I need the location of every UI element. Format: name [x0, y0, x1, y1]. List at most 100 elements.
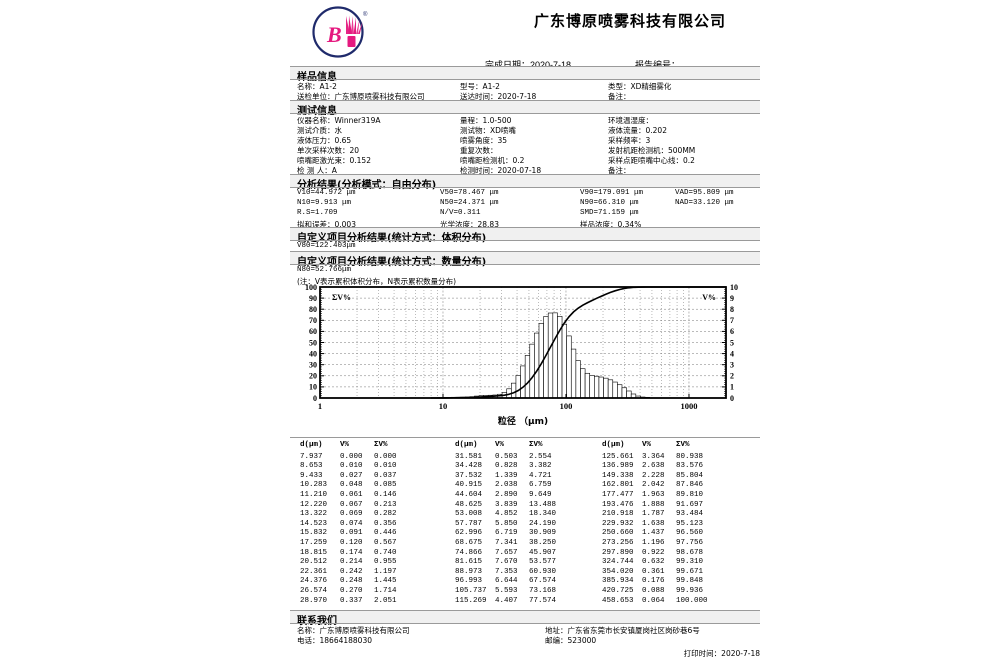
- table-row: 74.866 7.657 45.907: [455, 549, 571, 559]
- table-row: 297.890 0.922 98.678: [602, 549, 718, 559]
- n80-value: N80=52.766μm: [297, 266, 352, 274]
- sample-submitter: 送检单位：广东博原喷雾科技有限公司: [297, 92, 425, 101]
- sample-type: 类型：XD精细雾化: [608, 82, 672, 91]
- svg-text:60: 60: [309, 327, 317, 336]
- cell-cum-volume-pct: 83.576: [676, 462, 704, 471]
- cell-volume-pct: 0.061: [340, 490, 363, 499]
- cell-volume-pct: 0.048: [340, 481, 363, 490]
- cell-cum-volume-pct: 53.577: [529, 558, 557, 567]
- svg-text:5: 5: [730, 338, 734, 347]
- table-row: 68.675 7.341 38.250: [455, 539, 571, 549]
- cell-diameter: 12.220: [300, 500, 328, 509]
- company-logo: B ®: [303, 6, 387, 58]
- smd-value: SMD=71.159 μm: [580, 209, 639, 217]
- cell-cum-volume-pct: 2.051: [374, 596, 397, 605]
- spray-angle: 喷雾角度：35: [460, 136, 508, 145]
- cell-cum-volume-pct: 91.697: [676, 500, 704, 509]
- cell-volume-pct: 0.828: [495, 462, 518, 471]
- nad-value: NAD=33.120 μm: [675, 199, 734, 207]
- cell-cum-volume-pct: 99.671: [676, 567, 704, 576]
- col-header-cumv: ΣV%: [374, 441, 388, 449]
- v50-value: V50=78.467 μm: [440, 189, 499, 197]
- col-header-d: d(μm): [300, 441, 323, 449]
- col-header-d: d(μm): [455, 441, 478, 449]
- cell-volume-pct: 0.503: [495, 452, 518, 461]
- cell-volume-pct: 2.228: [642, 471, 665, 480]
- cell-diameter: 37.532: [455, 471, 483, 480]
- table-header-row: d(μm) V% ΣV%: [455, 441, 571, 453]
- table-row: 458.653 0.064 100.000: [602, 597, 718, 607]
- cell-volume-pct: 2.638: [642, 462, 665, 471]
- custom-volume-title: 自定义项目分析结果(统计方式：体积分布): [297, 233, 487, 244]
- table-row: 210.918 1.787 93.484: [602, 510, 718, 520]
- sample-point-to-center: 采样点距喷嘴中心线：0.2: [608, 156, 695, 165]
- svg-text:3: 3: [730, 361, 734, 370]
- cell-volume-pct: 0.174: [340, 548, 363, 557]
- cell-diameter: 22.361: [300, 567, 328, 576]
- contact-title: 联系我们: [297, 616, 337, 627]
- table-row: 8.653 0.010 0.010: [300, 462, 416, 472]
- table-row: 9.433 0.027 0.037: [300, 472, 416, 482]
- cell-diameter: 34.428: [455, 462, 483, 471]
- cell-volume-pct: 0.361: [642, 567, 665, 576]
- cell-volume-pct: 7.353: [495, 567, 518, 576]
- cell-diameter: 26.574: [300, 586, 328, 595]
- sample-info-band: [290, 67, 760, 79]
- cell-volume-pct: 3.364: [642, 452, 665, 461]
- svg-text:0: 0: [313, 394, 317, 403]
- contact-phone: 电话：18664188030: [297, 636, 372, 645]
- cell-diameter: 297.890: [602, 548, 634, 557]
- cell-diameter: 8.653: [300, 462, 323, 471]
- header-dateline: 完成日期：2020-7-18 报告编号：: [290, 58, 760, 72]
- cell-cum-volume-pct: 60.930: [529, 567, 557, 576]
- v90-value: V90=179.091 μm: [580, 189, 644, 197]
- cell-diameter: 125.661: [602, 452, 634, 461]
- svg-text:90: 90: [309, 294, 317, 303]
- table-row: 62.996 6.719 30.909: [455, 529, 571, 539]
- cell-cum-volume-pct: 100.000: [676, 596, 708, 605]
- table-row: 81.615 7.670 53.577: [455, 558, 571, 568]
- nozzle-to-detector: 喷嘴距检测机：0.2: [460, 156, 525, 165]
- cell-cum-volume-pct: 73.168: [529, 586, 557, 595]
- analysis-title: 分析结果(分析模式：自由分布): [297, 180, 437, 191]
- svg-text:30: 30: [309, 361, 317, 370]
- distribution-table-block1: d(μm) V% ΣV% 7.937 0.000 0.000 8.653 0.010 0.…: [300, 441, 416, 606]
- cell-diameter: 7.937: [300, 452, 323, 461]
- liquid-flow: 液体流量：0.202: [608, 126, 667, 135]
- cell-diameter: 177.477: [602, 490, 634, 499]
- cell-volume-pct: 7.670: [495, 558, 518, 567]
- cell-volume-pct: 1.339: [495, 471, 518, 480]
- svg-text:0: 0: [730, 394, 734, 403]
- cell-volume-pct: 0.632: [642, 558, 665, 567]
- cell-cum-volume-pct: 0.037: [374, 471, 397, 480]
- col-header-cumv: ΣV%: [676, 441, 690, 449]
- cell-volume-pct: 0.922: [642, 548, 665, 557]
- cell-volume-pct: 3.839: [495, 500, 518, 509]
- svg-text:ΣV%: ΣV%: [332, 293, 351, 302]
- cell-cum-volume-pct: 38.250: [529, 538, 557, 547]
- svg-text:20: 20: [309, 372, 317, 381]
- instrument-name: 仪器名称：Winner319A: [297, 116, 381, 125]
- table-row: 162.801 2.042 87.846: [602, 481, 718, 491]
- cell-volume-pct: 0.270: [340, 586, 363, 595]
- cell-diameter: 81.615: [455, 558, 483, 567]
- table-row: 354.020 0.361 99.671: [602, 568, 718, 578]
- svg-text:1: 1: [318, 401, 322, 411]
- cell-diameter: 273.256: [602, 538, 634, 547]
- table-row: 250.660 1.437 96.560: [602, 529, 718, 539]
- table-row: 31.581 0.503 2.554: [455, 453, 571, 463]
- sample-info-title: 样品信息: [297, 72, 337, 83]
- trademark-mark: ®: [363, 11, 368, 18]
- table-row: 18.815 0.174 0.740: [300, 549, 416, 559]
- svg-text:1: 1: [730, 383, 734, 392]
- cell-volume-pct: 0.248: [340, 577, 363, 586]
- analysis-band: [290, 175, 760, 187]
- cell-volume-pct: 1.638: [642, 519, 665, 528]
- cell-cum-volume-pct: 99.936: [676, 586, 704, 595]
- table-row: 177.477 1.963 89.810: [602, 491, 718, 501]
- contact-postcode: 邮编：523000: [545, 636, 597, 645]
- liquid-pressure: 液体压力：0.65: [297, 136, 352, 145]
- cell-diameter: 31.581: [455, 452, 483, 461]
- cell-cum-volume-pct: 99.848: [676, 577, 704, 586]
